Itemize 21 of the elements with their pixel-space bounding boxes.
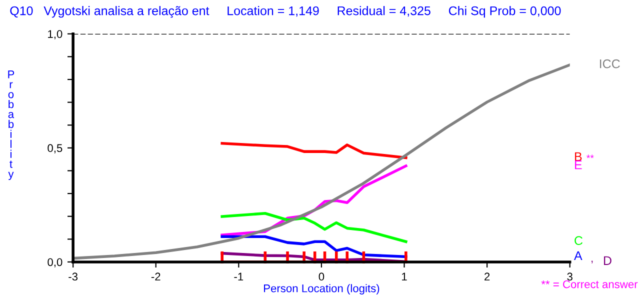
text: C	[574, 236, 583, 246]
text: ICC	[600, 59, 620, 68]
text: A	[574, 251, 582, 260]
chart-title: Q10 Vygotski analisa a relação ent Location = 1,149 Residual = 4,325 Chi Sq Prob = 0,000	[10, 6, 561, 18]
text: ,	[592, 260, 593, 264]
x-tick-label: 3	[567, 272, 572, 281]
text: E	[575, 160, 582, 170]
x-tick-label: -3	[68, 272, 78, 281]
y-tick-label: 0,5	[48, 144, 62, 154]
text: **	[586, 154, 594, 158]
text: Probability	[8, 70, 14, 180]
y-tick-label: 1,0	[48, 30, 62, 40]
x-tick-label: 2	[484, 272, 490, 280]
x-tick-label: -2	[151, 272, 160, 280]
x-tick-label: 0	[318, 272, 324, 281]
x-axis-title: Person Location (logits)	[264, 284, 380, 294]
y-tick-label: 0,0	[48, 258, 62, 268]
text: D	[604, 256, 612, 265]
x-tick-label: -1	[234, 272, 244, 280]
text: ** = Correct answer	[541, 280, 638, 288]
x-tick-label: 1	[402, 272, 407, 280]
